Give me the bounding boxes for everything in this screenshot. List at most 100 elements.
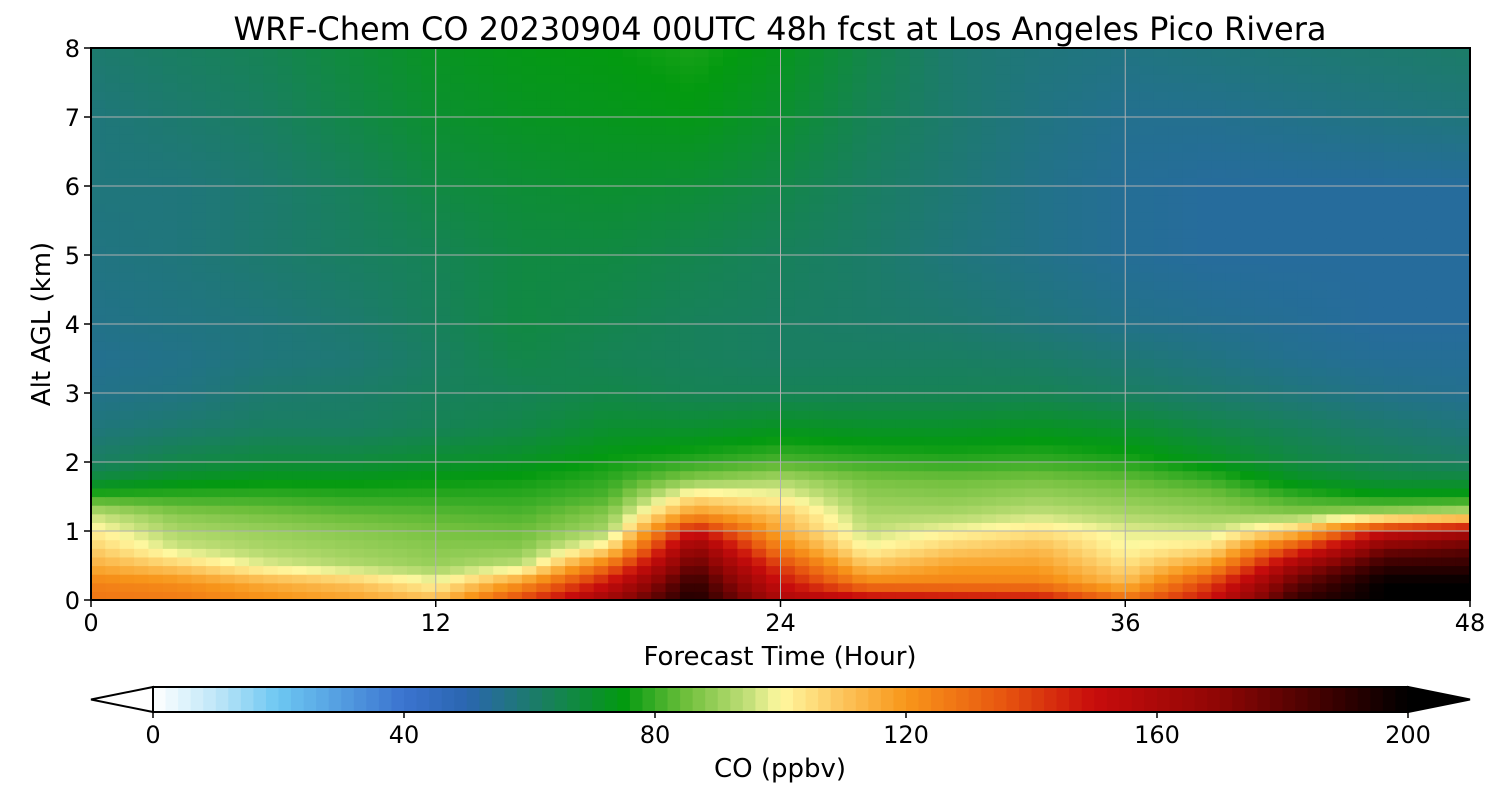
- heatmap-cell: [1326, 401, 1342, 411]
- heatmap-cell: [478, 496, 494, 506]
- heatmap-cell: [550, 531, 566, 541]
- heatmap-cell: [593, 418, 609, 429]
- heatmap-cell: [277, 298, 293, 308]
- heatmap-cell: [450, 272, 466, 282]
- heatmap-cell: [134, 229, 150, 239]
- heatmap-cell: [1240, 401, 1256, 411]
- heatmap-cell: [1082, 582, 1098, 592]
- heatmap-cell: [1197, 306, 1213, 316]
- heatmap-cell: [1311, 565, 1327, 575]
- heatmap-cell: [938, 298, 954, 308]
- heatmap-cell: [177, 496, 193, 506]
- heatmap-cell: [995, 255, 1011, 265]
- heatmap-cell: [320, 349, 336, 360]
- heatmap-cell: [794, 237, 810, 247]
- heatmap-cell: [751, 203, 767, 213]
- heatmap-cell: [1067, 375, 1083, 385]
- heatmap-cell: [1326, 272, 1342, 282]
- heatmap-cell: [263, 479, 279, 489]
- heatmap-cell: [177, 427, 193, 437]
- heatmap-cell: [1455, 548, 1470, 558]
- heatmap-cell: [349, 539, 365, 549]
- heatmap-cell: [148, 315, 164, 325]
- heatmap-cell: [1254, 203, 1270, 213]
- heatmap-cell: [665, 418, 681, 429]
- heatmap-cell: [952, 298, 968, 308]
- heatmap-cell: [694, 505, 710, 515]
- heatmap-cell: [1082, 444, 1098, 454]
- heatmap-cell: [1426, 237, 1442, 247]
- heatmap-cell: [119, 591, 135, 600]
- heatmap-cell: [277, 384, 293, 394]
- heatmap-cell: [1412, 272, 1428, 282]
- heatmap-cell: [91, 487, 106, 498]
- heatmap-cell: [679, 444, 695, 454]
- heatmap-cell: [708, 203, 724, 213]
- heatmap-cell: [162, 263, 178, 273]
- heatmap-cell: [335, 324, 351, 334]
- heatmap-cell: [177, 522, 193, 532]
- heatmap-cell: [220, 151, 236, 161]
- heatmap-cell: [363, 496, 379, 506]
- heatmap-cell: [464, 384, 480, 394]
- heatmap-cell: [737, 349, 753, 360]
- heatmap-cell: [1211, 522, 1227, 532]
- heatmap-cell: [550, 151, 566, 161]
- heatmap-cell: [450, 168, 466, 178]
- heatmap-cell: [134, 151, 150, 161]
- heatmap-cell: [277, 410, 293, 420]
- heatmap-cell: [1369, 324, 1385, 334]
- heatmap-cell: [1225, 168, 1241, 178]
- heatmap-cell: [608, 255, 624, 265]
- heatmap-cell: [349, 151, 365, 161]
- heatmap-cell: [895, 194, 911, 204]
- heatmap-cell: [1398, 436, 1414, 446]
- heatmap-cell: [1225, 246, 1241, 256]
- heatmap-cell: [91, 367, 106, 377]
- heatmap-cell: [1197, 298, 1213, 308]
- heatmap-cell: [823, 168, 839, 178]
- heatmap-cell: [837, 272, 853, 282]
- heatmap-cell: [723, 582, 738, 592]
- heatmap-cell: [952, 427, 968, 437]
- heatmap-cell: [148, 393, 164, 403]
- heatmap-cell: [1398, 548, 1414, 558]
- heatmap-cell: [450, 177, 466, 187]
- heatmap-cell: [407, 211, 422, 222]
- heatmap-cell: [967, 298, 983, 308]
- heatmap-cell: [363, 548, 379, 558]
- heatmap-cell: [565, 591, 580, 600]
- heatmap-cell: [694, 186, 710, 196]
- heatmap-cell: [464, 341, 480, 351]
- heatmap-cell: [924, 479, 940, 489]
- heatmap-cell: [1268, 470, 1284, 480]
- heatmap-cell: [378, 418, 394, 429]
- heatmap-cell: [1125, 367, 1141, 377]
- heatmap-cell: [1039, 349, 1055, 360]
- heatmap-cell: [464, 367, 480, 377]
- heatmap-cell: [924, 513, 940, 523]
- heatmap-cell: [205, 418, 221, 429]
- heatmap-cell: [694, 211, 710, 222]
- heatmap-cell: [924, 177, 940, 187]
- heatmap-cell: [421, 487, 437, 498]
- heatmap-cell: [105, 324, 121, 334]
- heatmap-cell: [536, 436, 552, 446]
- heatmap-cell: [306, 229, 322, 239]
- heatmap-cell: [1211, 211, 1227, 222]
- heatmap-cell: [909, 522, 925, 532]
- heatmap-cell: [249, 436, 264, 446]
- heatmap-cell: [593, 453, 609, 463]
- heatmap-cell: [852, 574, 868, 584]
- heatmap-cell: [277, 548, 293, 558]
- heatmap-cell: [162, 496, 178, 506]
- heatmap-cell: [1326, 453, 1342, 463]
- heatmap-cell: [177, 487, 193, 498]
- heatmap-cell: [1197, 462, 1213, 472]
- heatmap-cell: [378, 565, 394, 575]
- heatmap-cell: [148, 332, 164, 342]
- heatmap-cell: [651, 349, 667, 360]
- heatmap-cell: [565, 556, 580, 567]
- heatmap-cell: [694, 272, 710, 282]
- heatmap-cell: [1053, 418, 1069, 429]
